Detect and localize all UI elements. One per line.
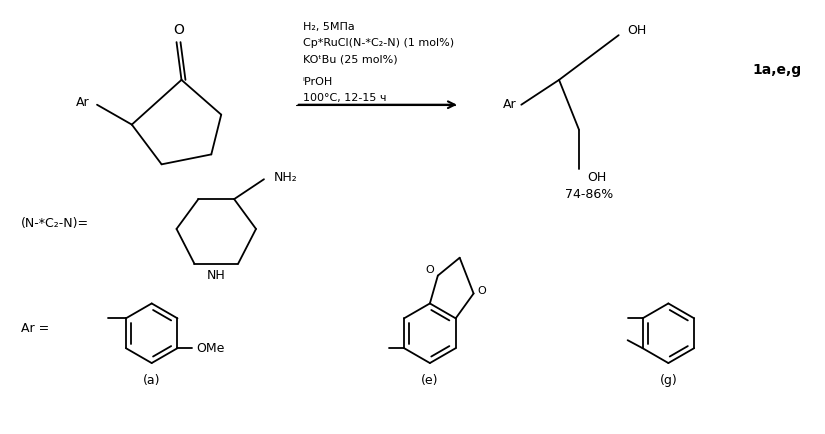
Text: OMe: OMe [196,342,224,355]
Text: (e): (e) [421,375,439,388]
Text: (g): (g) [659,375,677,388]
Text: H₂, 5MПа: H₂, 5MПа [303,22,355,32]
Text: (N-*C₂-N)=: (N-*C₂-N)= [21,217,88,230]
Text: Cp*RuCl(N-*C₂-N) (1 mol%): Cp*RuCl(N-*C₂-N) (1 mol%) [303,38,454,48]
Text: ⁱPrOH: ⁱPrOH [303,77,333,87]
Text: KOᵗBu (25 mol%): KOᵗBu (25 mol%) [303,54,398,64]
Text: O: O [173,23,184,37]
Text: 100°C, 12-15 ч: 100°C, 12-15 ч [303,93,386,103]
Text: OH: OH [627,24,646,37]
Text: OH: OH [587,171,606,184]
Text: NH: NH [207,269,226,282]
Text: Ar: Ar [502,98,516,111]
Text: (a): (a) [143,375,160,388]
Text: NH₂: NH₂ [274,171,298,184]
Text: O: O [426,265,434,275]
Text: 1a,e,g: 1a,e,g [752,63,802,77]
Text: O: O [477,286,486,296]
Text: 74-86%: 74-86% [565,187,613,201]
Text: Ar =: Ar = [21,322,49,335]
Text: Ar: Ar [76,96,90,109]
